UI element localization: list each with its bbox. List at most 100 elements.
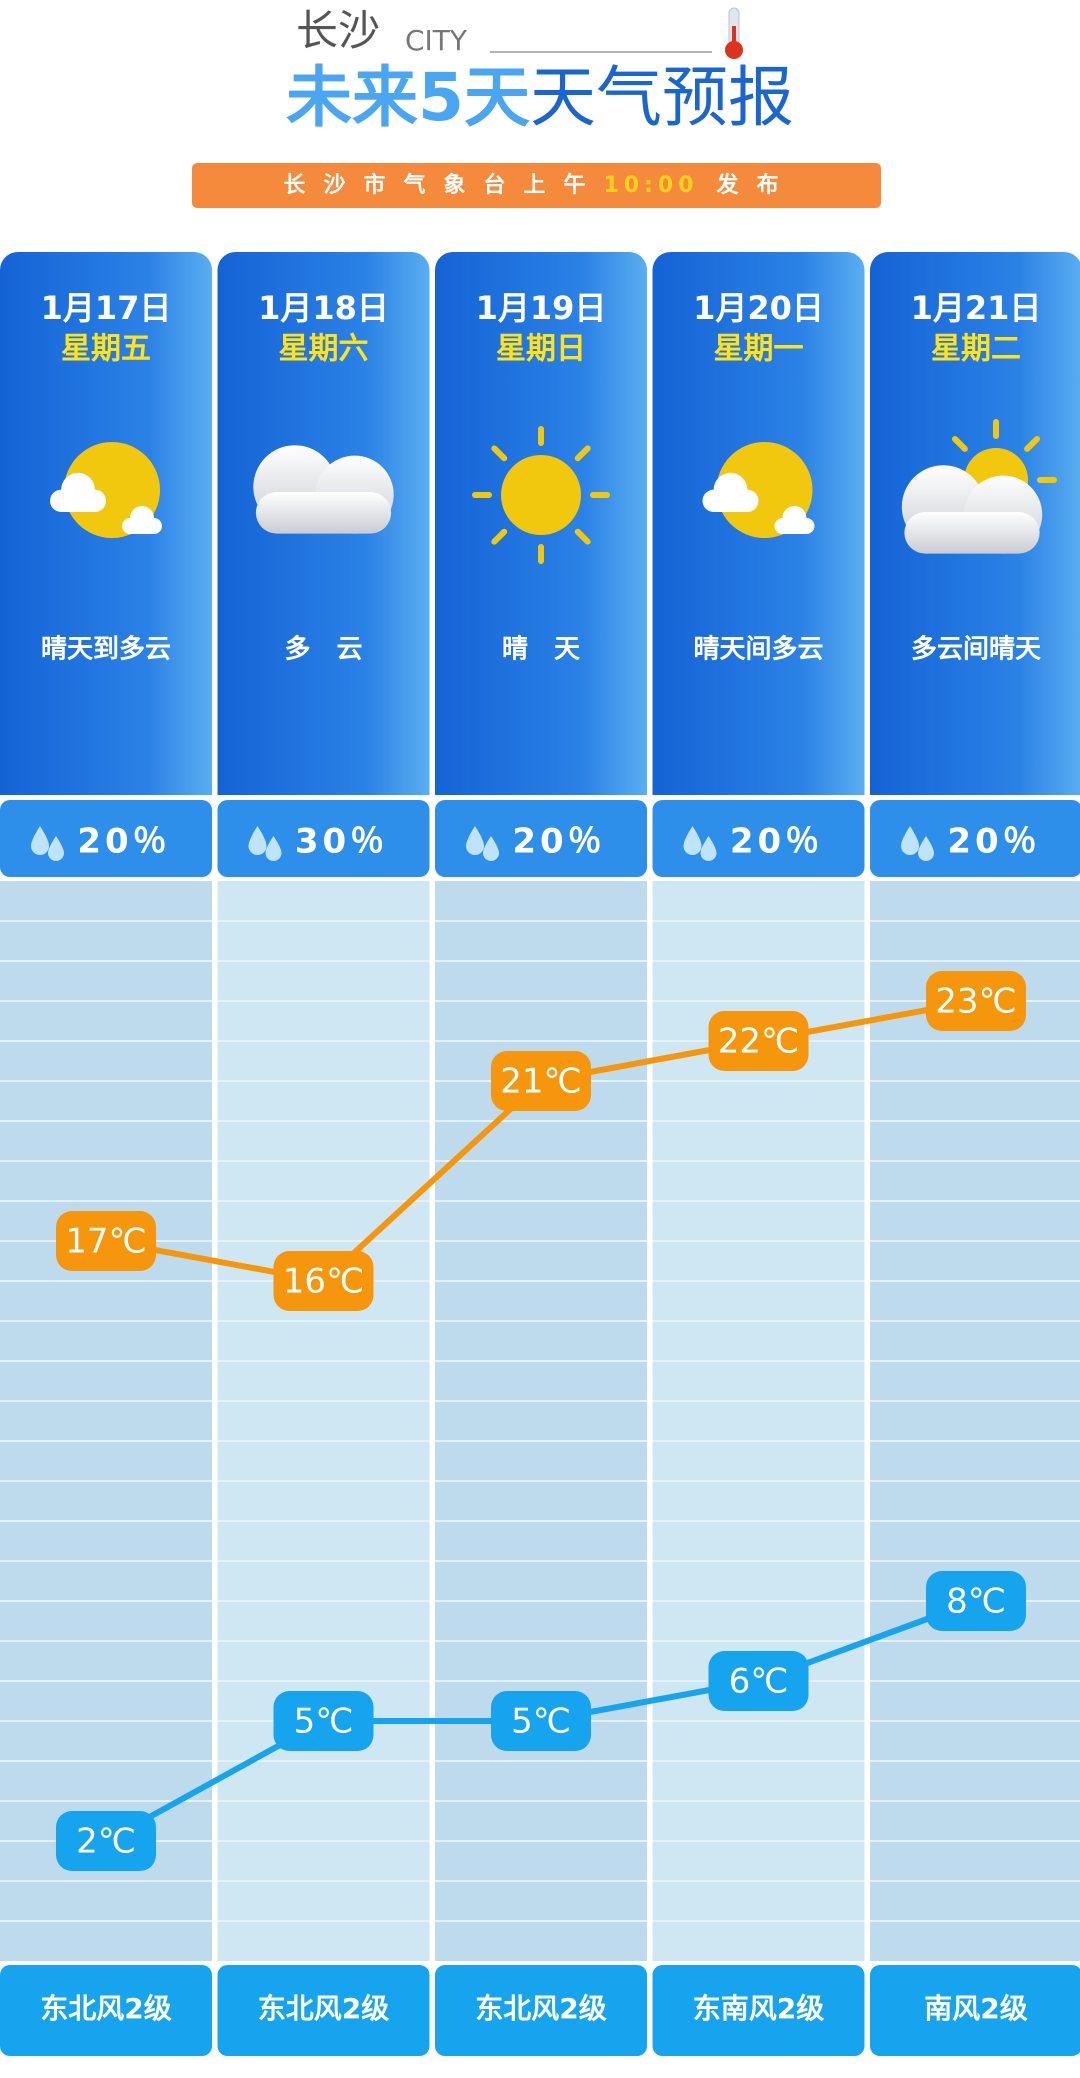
column-bg — [217, 881, 430, 1961]
weekday: 星期日 — [496, 332, 586, 367]
drop — [48, 836, 64, 861]
temp-label: 16℃ — [283, 1262, 364, 1302]
drop — [918, 836, 934, 861]
drop-icon — [248, 826, 282, 861]
drop — [901, 826, 919, 855]
date: 1月21日 — [911, 289, 1042, 327]
temp-point — [491, 1691, 591, 1751]
sun-ray — [574, 445, 591, 462]
drop — [31, 826, 49, 855]
cloud-part — [50, 489, 106, 512]
drop — [683, 826, 702, 855]
title-a: 未来5天 — [286, 59, 530, 136]
temp-point — [273, 1251, 374, 1311]
precipitation: 30％ — [295, 822, 388, 862]
day-card-base — [652, 700, 865, 795]
cloud-part — [774, 518, 815, 534]
column-bg — [0, 881, 212, 1961]
wind: 南风2级 — [924, 1992, 1027, 2025]
sun-ray — [1024, 435, 1041, 452]
thermometer-icon — [725, 7, 743, 59]
day-card-base — [870, 700, 1080, 795]
sun-ray — [574, 528, 591, 545]
sun-ray — [491, 445, 508, 462]
condition: 晴天到多云 — [41, 635, 171, 665]
precipitation: 20％ — [77, 822, 170, 862]
temp-point — [56, 1811, 156, 1871]
day-card-base — [0, 700, 212, 795]
wind: 东北风2级 — [40, 1992, 171, 2025]
sun — [501, 455, 581, 535]
drop — [248, 826, 267, 855]
weather-icon — [702, 442, 815, 538]
city-en: CITY — [405, 24, 468, 57]
drop-icon — [901, 826, 934, 861]
weather-icon — [901, 419, 1057, 554]
temp-label: 22℃ — [718, 1022, 799, 1062]
temp-point — [491, 1051, 591, 1111]
weather-icon — [50, 442, 162, 538]
notice-a: 长沙市气象台上午 — [283, 172, 603, 198]
weekday: 星期一 — [714, 332, 804, 367]
weather-icon — [253, 445, 394, 534]
date: 1月20日 — [693, 289, 824, 327]
column-bg — [870, 881, 1080, 1961]
notice: 长沙市气象台上午10:00 发布 — [283, 172, 796, 198]
temp-label: 21℃ — [500, 1062, 581, 1102]
precipitation: 20％ — [947, 822, 1040, 862]
day-card-base — [217, 700, 430, 795]
wind: 东北风2级 — [258, 1992, 389, 2025]
precipitation: 20％ — [512, 822, 605, 862]
wind-box — [870, 1965, 1080, 2056]
temp-point — [273, 1691, 374, 1751]
weekday: 星期六 — [279, 332, 369, 367]
city: 长沙 — [296, 6, 380, 55]
wind-box — [435, 1965, 647, 2056]
condition: 晴 天 — [502, 635, 580, 665]
date: 1月17日 — [41, 289, 172, 327]
drop-icon — [31, 826, 64, 861]
temp-label: 6℃ — [729, 1662, 789, 1702]
drop — [466, 826, 484, 855]
temp-point — [708, 1651, 809, 1711]
drop — [265, 836, 282, 861]
cloud-part — [122, 518, 162, 534]
day-card-base — [435, 700, 647, 795]
temp-point — [926, 971, 1026, 1031]
temp-label: 8℃ — [946, 1582, 1006, 1622]
temp-label: 17℃ — [65, 1222, 146, 1262]
weather-icon — [472, 426, 610, 564]
temp-label: 5℃ — [294, 1702, 354, 1742]
notice-b: 发布 — [716, 172, 797, 198]
wind-box — [652, 1965, 865, 2056]
drop — [700, 836, 717, 861]
drop-icon — [466, 826, 499, 861]
temp-label: 23℃ — [935, 982, 1016, 1022]
drop-icon — [683, 826, 717, 861]
date: 1月19日 — [476, 289, 607, 327]
condition: 晴天间多云 — [693, 635, 823, 665]
title-b: 天气预报 — [530, 59, 794, 136]
temp-point — [56, 1211, 156, 1271]
condition: 多 云 — [284, 635, 362, 665]
temp-point — [708, 1011, 809, 1071]
wind-box — [217, 1965, 430, 2056]
temp-point — [926, 1571, 1026, 1631]
wind: 东南风2级 — [693, 1992, 824, 2025]
sun-ray — [491, 528, 508, 545]
notice-time: 10:00 — [603, 173, 698, 198]
weekday: 星期二 — [931, 332, 1021, 367]
title: 未来5天天气预报 — [286, 59, 794, 136]
column-bg — [435, 881, 647, 1961]
condition: 多云间晴天 — [911, 635, 1041, 665]
notice-banner — [192, 163, 881, 208]
precipitation: 20％ — [730, 822, 823, 862]
sun-ray — [951, 435, 968, 452]
date: 1月18日 — [258, 289, 389, 327]
weekday: 星期五 — [61, 332, 151, 367]
wind: 东北风2级 — [475, 1992, 606, 2025]
temp-label: 5℃ — [511, 1702, 571, 1742]
drop — [483, 836, 499, 861]
temp-label: 2℃ — [76, 1822, 136, 1862]
